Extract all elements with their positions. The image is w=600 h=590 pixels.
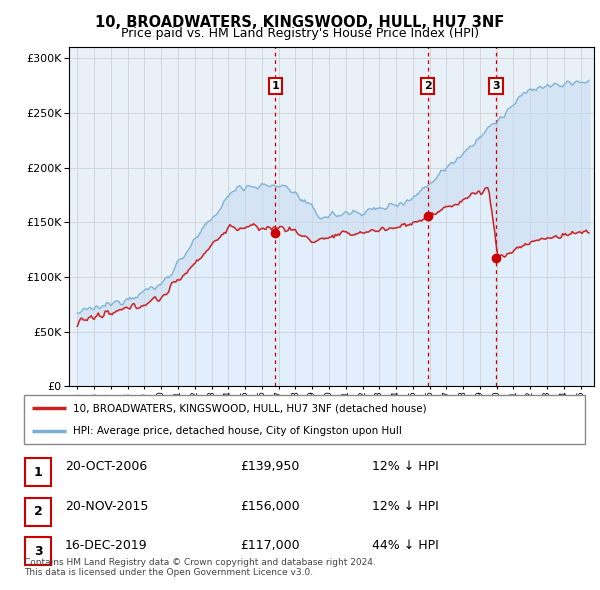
Text: £117,000: £117,000 bbox=[240, 539, 299, 552]
FancyBboxPatch shape bbox=[24, 395, 585, 444]
Text: 20-OCT-2006: 20-OCT-2006 bbox=[65, 460, 147, 473]
FancyBboxPatch shape bbox=[25, 458, 52, 486]
FancyBboxPatch shape bbox=[25, 498, 52, 526]
Text: Contains HM Land Registry data © Crown copyright and database right 2024.
This d: Contains HM Land Registry data © Crown c… bbox=[24, 558, 376, 577]
Text: Price paid vs. HM Land Registry's House Price Index (HPI): Price paid vs. HM Land Registry's House … bbox=[121, 27, 479, 40]
Text: £139,950: £139,950 bbox=[240, 460, 299, 473]
Text: 12% ↓ HPI: 12% ↓ HPI bbox=[372, 500, 439, 513]
Text: 1: 1 bbox=[271, 81, 279, 91]
Text: HPI: Average price, detached house, City of Kingston upon Hull: HPI: Average price, detached house, City… bbox=[73, 425, 402, 435]
Text: 3: 3 bbox=[34, 545, 43, 558]
FancyBboxPatch shape bbox=[25, 537, 52, 565]
Text: 2: 2 bbox=[424, 81, 431, 91]
Text: 2: 2 bbox=[34, 506, 43, 519]
Text: 20-NOV-2015: 20-NOV-2015 bbox=[65, 500, 148, 513]
Text: 44% ↓ HPI: 44% ↓ HPI bbox=[372, 539, 439, 552]
Text: 1: 1 bbox=[34, 466, 43, 479]
Text: 16-DEC-2019: 16-DEC-2019 bbox=[65, 539, 148, 552]
Text: 10, BROADWATERS, KINGSWOOD, HULL, HU7 3NF (detached house): 10, BROADWATERS, KINGSWOOD, HULL, HU7 3N… bbox=[73, 404, 427, 414]
Text: £156,000: £156,000 bbox=[240, 500, 299, 513]
Text: 3: 3 bbox=[492, 81, 500, 91]
Text: 10, BROADWATERS, KINGSWOOD, HULL, HU7 3NF: 10, BROADWATERS, KINGSWOOD, HULL, HU7 3N… bbox=[95, 15, 505, 30]
Text: 12% ↓ HPI: 12% ↓ HPI bbox=[372, 460, 439, 473]
